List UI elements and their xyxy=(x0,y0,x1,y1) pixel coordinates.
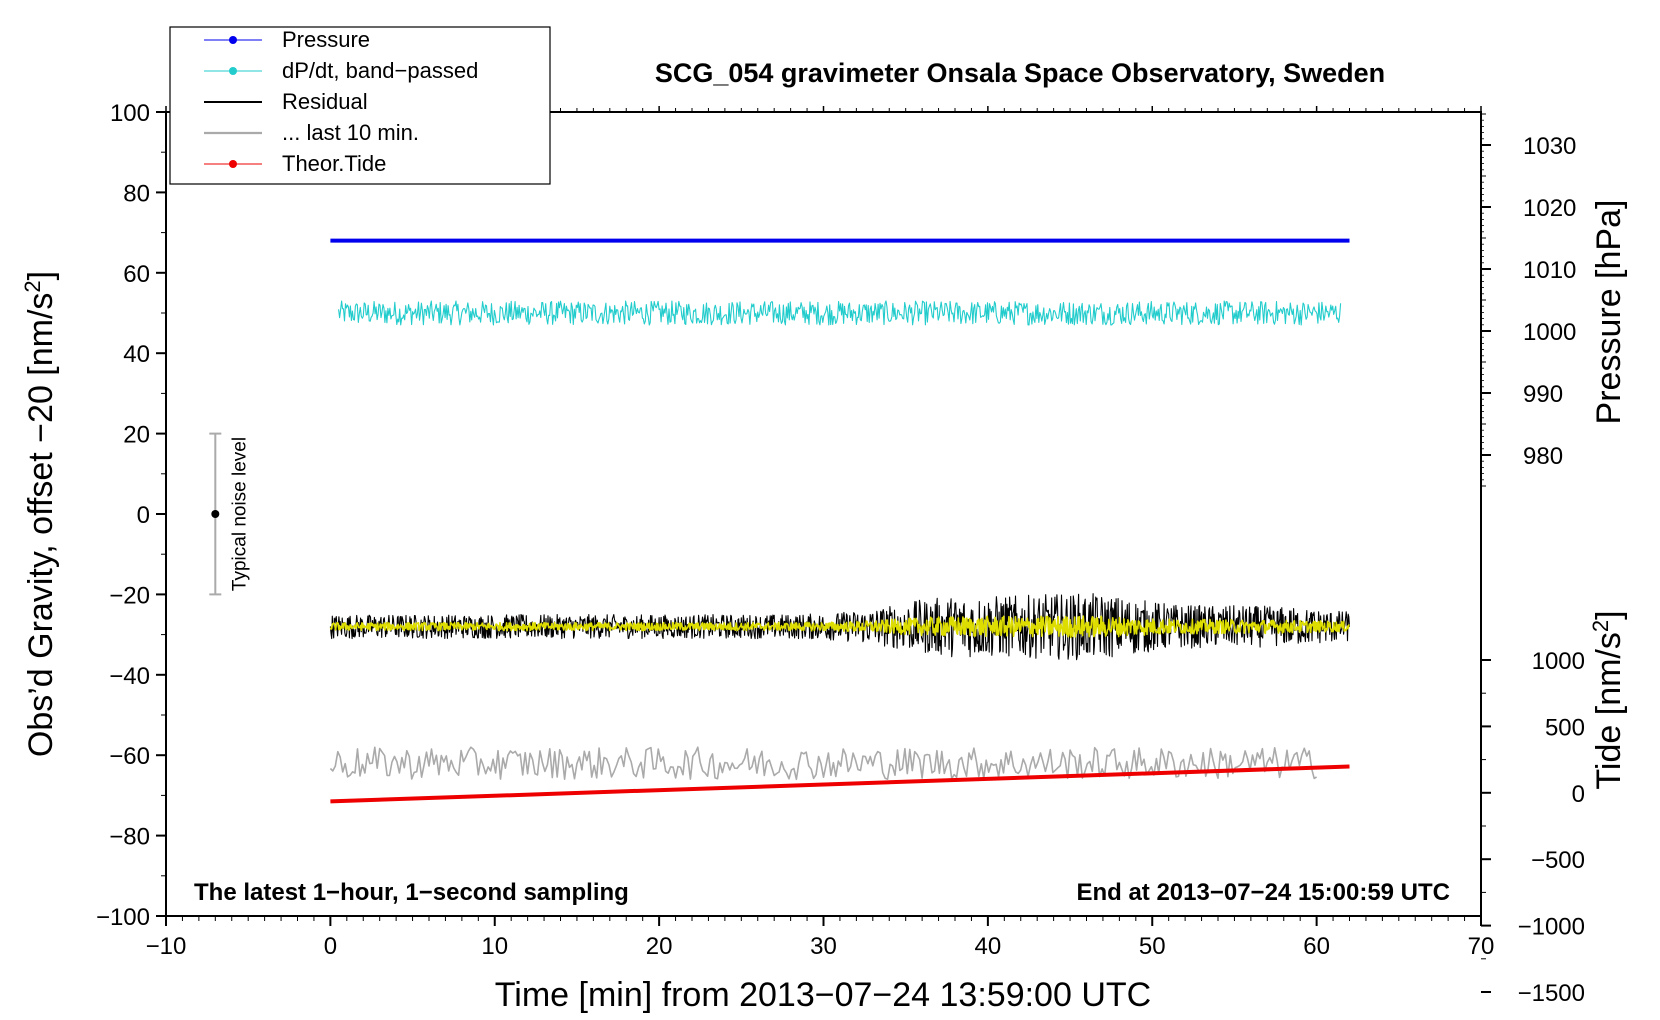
y-tick-label: −40 xyxy=(109,663,150,690)
legend-label: ... last 10 min. xyxy=(282,120,419,145)
pressure-axis-title: Pressure [hPa] xyxy=(1590,200,1628,425)
tide-axis-title-sup: 2 xyxy=(1588,620,1613,632)
y-axis-title-main: Obs’d Gravity, offset −20 [nm/s xyxy=(22,293,60,758)
y-tick-label: −80 xyxy=(109,824,150,851)
pressure-tick-label: 990 xyxy=(1523,381,1563,408)
legend-label: Residual xyxy=(282,89,368,114)
legend-label: Pressure xyxy=(282,27,370,52)
y-tick-label: 100 xyxy=(110,100,150,127)
legend-items: Pressure dP/dt, band−passed Residual ... la… xyxy=(204,27,478,176)
x-tick-label: −10 xyxy=(146,933,187,960)
y-tick-label: 40 xyxy=(123,341,150,368)
pressure-tick-label: 980 xyxy=(1523,443,1563,470)
series-line-4 xyxy=(329,746,1318,781)
y-tick-label: 0 xyxy=(137,502,150,529)
x-tick-label: 50 xyxy=(1139,933,1166,960)
tide-axis-title-close: ] xyxy=(1590,610,1628,619)
x-tick-label: 70 xyxy=(1468,933,1495,960)
pressure-tick-label: 1010 xyxy=(1523,257,1576,284)
y-tick-label: 80 xyxy=(123,180,150,207)
y-axis-title-close: ] xyxy=(22,271,60,280)
tide-tick-label: −1000 xyxy=(1518,914,1585,941)
left-annotation: The latest 1−hour, 1−second sampling xyxy=(194,879,629,906)
pressure-tick-label: 1000 xyxy=(1523,319,1576,346)
tide-tick-label: −1500 xyxy=(1518,980,1585,1007)
noise-bar-point xyxy=(211,510,220,518)
pressure-tick-label: 1030 xyxy=(1523,133,1576,160)
y-axis-title-sup: 2 xyxy=(20,280,45,292)
series-line-1 xyxy=(338,300,1342,326)
y-tick-label: −100 xyxy=(96,904,150,931)
x-tick-label: 20 xyxy=(646,933,673,960)
legend-marker xyxy=(229,160,237,168)
x-tick-label: 10 xyxy=(481,933,508,960)
series-line-2 xyxy=(329,593,1351,661)
y-tick-label: −20 xyxy=(109,582,150,609)
y-tick-label: −60 xyxy=(109,743,150,770)
tide-axis-title: Tide [nm/s2] xyxy=(1588,610,1628,789)
legend-marker xyxy=(229,67,237,75)
y-tick-label: 20 xyxy=(123,422,150,449)
right-annotation: End at 2013−07−24 15:00:59 UTC xyxy=(1076,879,1450,906)
noise-bar-label: Typical noise level xyxy=(229,437,250,591)
tide-axis-title-main: Tide [nm/s xyxy=(1590,632,1628,789)
x-tick-label: 40 xyxy=(975,933,1002,960)
legend-marker xyxy=(229,36,237,44)
legend-box xyxy=(169,26,551,185)
noise-bar: Typical noise level xyxy=(209,432,250,596)
series-layer xyxy=(329,238,1351,804)
tide-tick-label: 0 xyxy=(1572,781,1585,808)
x-tick-label: 30 xyxy=(810,933,837,960)
tide-tick-label: 500 xyxy=(1545,714,1585,741)
tide-tick-label: −500 xyxy=(1531,847,1585,874)
x-tick-label: 60 xyxy=(1303,933,1330,960)
series-line-5 xyxy=(330,764,1350,804)
x-axis-title: Time [min] from 2013−07−24 13:59:00 UTC xyxy=(495,976,1151,1014)
x-tick-label: 0 xyxy=(324,933,337,960)
legend-label: dP/dt, band−passed xyxy=(282,58,478,83)
axis-layer: −10 0 10 20 30 40 50 60 70−100−80−60−40−20020406… xyxy=(96,100,1585,1007)
legend: Pressure dP/dt, band−passed Residual ... la… xyxy=(169,26,551,185)
y-tick-label: 60 xyxy=(123,261,150,288)
chart-title: SCG_054 gravimeter Onsala Space Observat… xyxy=(655,58,1385,88)
legend-label: Theor.Tide xyxy=(282,151,386,176)
y-axis-title: Obs’d Gravity, offset −20 [nm/s2] xyxy=(20,271,60,757)
tide-tick-label: 1000 xyxy=(1532,648,1585,675)
series-line-3 xyxy=(329,615,1350,639)
pressure-tick-label: 1020 xyxy=(1523,195,1576,222)
plot-frame xyxy=(165,111,1482,917)
